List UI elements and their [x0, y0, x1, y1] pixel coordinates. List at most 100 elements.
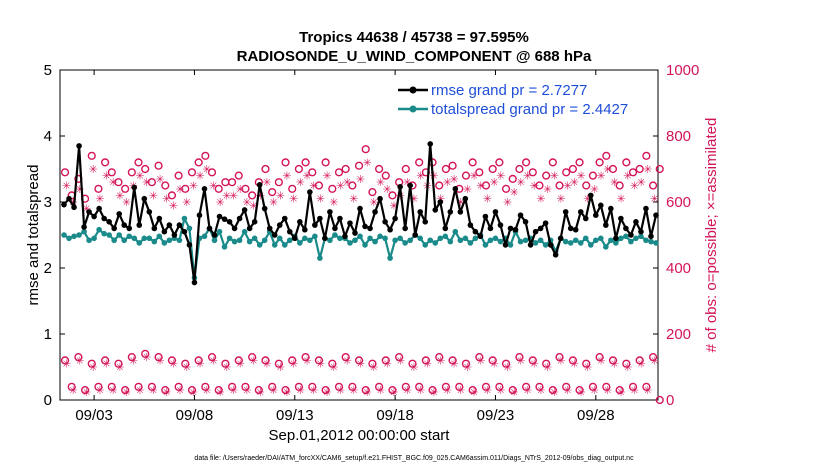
obs-possible-marker	[101, 158, 110, 167]
obs-assimilated-marker: ✳	[256, 386, 265, 399]
obs-possible-marker	[174, 171, 183, 180]
totalspread-point	[397, 235, 403, 242]
rmse-point	[623, 225, 629, 232]
obs-assimilated-marker: ✳	[583, 193, 592, 206]
totalspread-point	[141, 235, 148, 242]
obs-assimilated-marker: ✳	[429, 386, 438, 399]
obs-assimilated-marker: ✳	[242, 196, 251, 209]
obs-possible-marker	[154, 161, 163, 170]
y-tick-left-label: 4	[44, 128, 52, 145]
rmse-point	[462, 195, 469, 202]
totalspread-point	[387, 255, 393, 261]
obs-assimilated-marker: ✳	[456, 384, 465, 397]
obs-assimilated-marker: ✳	[155, 173, 164, 186]
obs-possible-marker	[134, 158, 143, 167]
totalspread-point	[362, 242, 368, 248]
obs-assimilated-marker: ✳	[229, 384, 238, 397]
obs-assimilated-marker: ✳	[329, 196, 338, 209]
totalspread-point	[638, 233, 644, 240]
y-tick-left-label: 1	[44, 326, 52, 343]
obs-assimilated-marker: ✳	[530, 358, 539, 371]
totalspread-point	[246, 238, 253, 245]
totalspread-point	[221, 244, 228, 250]
obs-possible-marker	[354, 356, 364, 365]
obs-assimilated-marker: ✳	[82, 386, 91, 399]
rmse-point	[547, 242, 554, 248]
totalspread-point	[417, 235, 424, 242]
rmse-point	[181, 228, 188, 235]
obs-assimilated-marker: ✳	[476, 354, 485, 367]
obs-assimilated-marker: ✳	[102, 170, 111, 183]
rmse-point	[211, 232, 218, 238]
rmse-point	[608, 205, 614, 212]
obs-possible-marker	[461, 171, 471, 180]
obs-assimilated-marker: ✳	[169, 199, 178, 212]
totalspread-point	[181, 215, 188, 222]
obs-possible-marker	[428, 386, 437, 395]
obs-possible-marker	[201, 151, 210, 160]
rmse-point	[367, 225, 373, 232]
obs-assimilated-marker: ✳	[349, 384, 358, 397]
totalspread-point	[186, 225, 193, 232]
rmse-point	[136, 222, 143, 228]
obs-assimilated-marker: ✳	[369, 361, 378, 374]
totalspread-point	[61, 232, 67, 238]
obs-assimilated-marker: ✳	[563, 180, 572, 193]
obs-assimilated-marker: ✳	[596, 170, 605, 183]
obs-possible-marker	[435, 181, 444, 190]
obs-assimilated-marker: ✳	[530, 180, 539, 193]
rmse-point	[131, 184, 138, 191]
obs-assimilated-marker: ✳	[182, 361, 191, 374]
rmse-point	[407, 182, 413, 189]
legend-spread-marker	[409, 105, 417, 113]
obs-assimilated-marker: ✳	[336, 384, 345, 397]
obs-possible-marker	[521, 158, 531, 167]
totalspread-point	[146, 235, 153, 242]
obs-assimilated-marker: ✳	[610, 358, 619, 371]
rmse-point	[422, 219, 429, 225]
obs-possible-marker	[281, 158, 290, 167]
obs-assimilated-marker: ✳	[429, 170, 438, 183]
obs-assimilated-marker: ✳	[142, 351, 151, 364]
obs-assimilated-marker: ✳	[343, 354, 352, 367]
totalspread-point	[447, 238, 454, 245]
obs-possible-marker	[628, 382, 638, 391]
obs-assimilated-marker: ✳	[409, 193, 418, 206]
rmse-point	[246, 225, 253, 232]
legend: rmse grand pr = 2.7277 totalspread grand…	[394, 77, 648, 121]
obs-assimilated-marker: ✳	[516, 176, 525, 189]
obs-possible-marker	[542, 171, 551, 180]
rmse-point	[196, 212, 203, 218]
totalspread-point	[116, 232, 122, 238]
totalspread-point	[156, 233, 163, 240]
obs-possible-marker	[127, 353, 136, 362]
obs-possible-marker	[361, 145, 370, 154]
rmse-point	[592, 212, 599, 218]
obs-assimilated-marker: ✳	[82, 203, 91, 216]
totalspread-point	[467, 240, 474, 246]
obs-assimilated-marker: ✳	[510, 186, 519, 199]
obs-possible-marker	[608, 164, 618, 174]
obs-assimilated-marker: ✳	[115, 189, 124, 202]
totalspread-point	[256, 242, 263, 248]
obs-possible-marker	[214, 184, 223, 193]
obs-possible-marker	[655, 164, 664, 174]
y-tick-right-label: 0	[666, 392, 674, 409]
rmse-point	[231, 225, 238, 232]
obs-possible-marker	[80, 386, 90, 395]
chart-title-line2: RADIOSONDE_U_WIND_COMPONENT @ 688 hPa	[237, 48, 592, 65]
obs-assimilated-marker: ✳	[302, 170, 311, 183]
obs-possible-marker	[268, 382, 277, 391]
legend-box	[394, 77, 648, 121]
rmse-point	[251, 219, 258, 225]
obs-assimilated-marker: ✳	[149, 384, 158, 397]
rmse-point	[437, 199, 444, 205]
obs-possible-marker	[121, 386, 130, 395]
obs-assimilated-marker: ✳	[617, 386, 626, 399]
obs-possible-marker	[381, 171, 390, 180]
totalspread-point	[372, 238, 378, 245]
obs-count-markers: ✳ ✳ ✳ ✳ ✳ ✳ ✳ ✳ ✳ ✳ ✳ ✳ ✳ ✳ ✳ ✳ ✳ ✳ ✳ ✳ ✳ ✳ ✳ ✳ ✳ ✳ ✳ ✳ ✳ ✳ ✳ ✳ ✳ ✳ ✳ ✳ ✳ ✳ ✳ ✳…	[60, 145, 664, 405]
totalspread-point	[347, 240, 353, 246]
obs-possible-marker	[448, 356, 457, 365]
